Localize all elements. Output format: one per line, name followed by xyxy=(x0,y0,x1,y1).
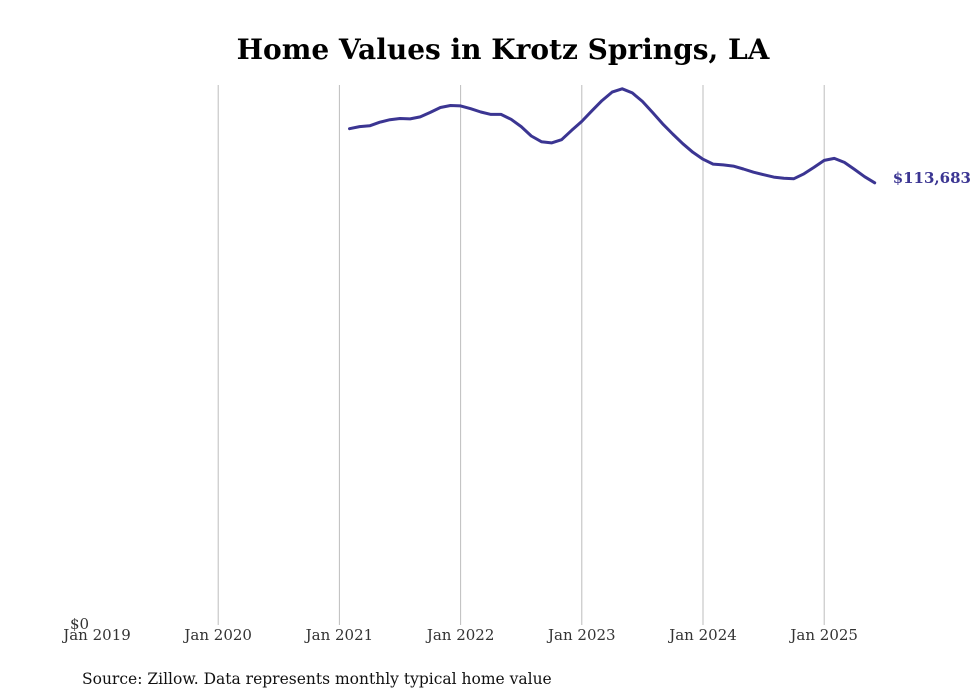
chart-title: Home Values in Krotz Springs, LA xyxy=(237,33,771,66)
x-tick-label: Jan 2020 xyxy=(182,626,252,644)
gridlines xyxy=(217,85,825,625)
series-line xyxy=(348,87,877,185)
x-tick-label: Jan 2024 xyxy=(667,626,737,644)
y-tick-label: $0 xyxy=(70,615,89,633)
x-tick-label: Jan 2023 xyxy=(546,626,616,644)
x-tick-label: Jan 2025 xyxy=(788,626,858,644)
x-tick-label: Jan 2021 xyxy=(304,626,374,644)
x-tick-label: Jan 2019 xyxy=(61,626,131,644)
end-value-label: $113,683 xyxy=(893,169,971,187)
x-tick-label: Jan 2022 xyxy=(425,626,495,644)
x-axis-ticks: Jan 2019 Jan 2020 Jan 2021 Jan 2022 Jan 2023… xyxy=(61,626,858,644)
y-axis-ticks: $0 xyxy=(70,615,89,633)
source-note: Source: Zillow. Data represents monthly … xyxy=(82,670,552,688)
